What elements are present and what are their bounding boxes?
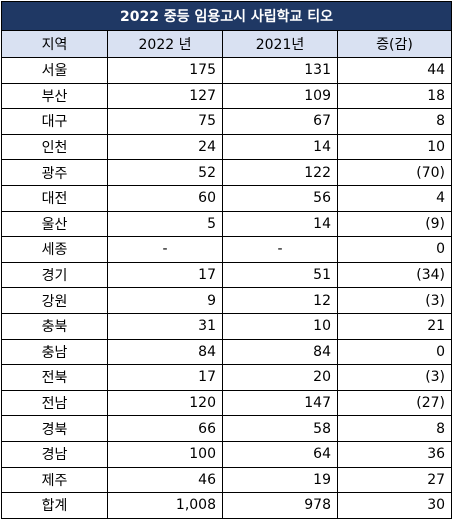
- cell-change: 0: [336, 338, 453, 366]
- cell-region: 합계: [1, 492, 108, 519]
- table-row: 부산 127 109 18: [1, 82, 453, 110]
- cell-change: (70): [336, 159, 453, 186]
- cell-region: 세종: [1, 236, 108, 263]
- cell-region: 서울: [1, 57, 108, 84]
- cell-2021: 19: [222, 466, 338, 494]
- cell-2021: 147: [222, 389, 338, 417]
- cell-change: (34): [336, 261, 453, 289]
- cell-change: (3): [336, 364, 453, 391]
- cell-2022: 17: [107, 261, 223, 289]
- cell-change: (27): [336, 389, 453, 417]
- cell-change: 10: [336, 133, 453, 161]
- cell-2022: 1,008: [107, 492, 223, 519]
- table-body: 서울 175 131 44 부산 127 109 18 대구 75 67 8 인천 24 14 10 광주 52 1…: [1, 57, 453, 519]
- table-row: 전북 17 20 (3): [1, 364, 453, 391]
- cell-change: 21: [336, 312, 453, 340]
- cell-2022: 52: [107, 159, 223, 186]
- cell-2022: 31: [107, 312, 223, 340]
- table-row: 경북 66 58 8: [1, 415, 453, 442]
- table-row: 대구 75 67 8: [1, 108, 453, 135]
- teacher-quota-table: 2022 중등 임용고시 사립학교 티오 지역 2022 년 2021년 증(감…: [0, 1, 453, 519]
- cell-change: (3): [336, 287, 453, 314]
- cell-2022: 75: [107, 108, 223, 135]
- cell-2022: 127: [107, 82, 223, 110]
- cell-2022: 46: [107, 466, 223, 494]
- cell-change: 36: [336, 440, 453, 468]
- table-row: 서울 175 131 44: [1, 57, 453, 84]
- cell-region: 강원: [1, 287, 108, 314]
- cell-2021: -: [222, 236, 338, 263]
- cell-2021: 131: [222, 57, 338, 84]
- cell-region: 전남: [1, 389, 108, 417]
- cell-region: 울산: [1, 210, 108, 238]
- cell-region: 인천: [1, 133, 108, 161]
- cell-2022: 120: [107, 389, 223, 417]
- table-row: 대전 60 56 4: [1, 184, 453, 212]
- cell-region: 경남: [1, 440, 108, 468]
- cell-2022: 66: [107, 415, 223, 442]
- table-row: 전남 120 147 (27): [1, 389, 453, 417]
- cell-2021: 14: [222, 133, 338, 161]
- cell-region: 제주: [1, 466, 108, 494]
- cell-2022: 17: [107, 364, 223, 391]
- cell-2021: 10: [222, 312, 338, 340]
- cell-2021: 12: [222, 287, 338, 314]
- header-2022: 2022 년: [107, 30, 223, 58]
- cell-2022: 5: [107, 210, 223, 238]
- cell-change: 8: [336, 415, 453, 442]
- cell-2022: 175: [107, 57, 223, 84]
- cell-change: 18: [336, 82, 453, 110]
- cell-2022: 9: [107, 287, 223, 314]
- cell-region: 충남: [1, 338, 108, 366]
- cell-change: 44: [336, 57, 453, 84]
- cell-change: (9): [336, 210, 453, 238]
- cell-2021: 64: [222, 440, 338, 468]
- cell-region: 전북: [1, 364, 108, 391]
- cell-region: 대구: [1, 108, 108, 135]
- cell-2021: 109: [222, 82, 338, 110]
- table-row: 경남 100 64 36: [1, 440, 453, 468]
- cell-2022: 84: [107, 338, 223, 366]
- cell-2022: 60: [107, 184, 223, 212]
- table-title: 2022 중등 임용고시 사립학교 티오: [0, 1, 453, 31]
- cell-region: 경기: [1, 261, 108, 289]
- table-row: 충북 31 10 21: [1, 312, 453, 340]
- table-row: 제주 46 19 27: [1, 466, 453, 494]
- table-row: 합계 1,008 978 30: [1, 492, 453, 519]
- cell-2022: -: [107, 236, 223, 263]
- table-row: 인천 24 14 10: [1, 133, 453, 161]
- table-row: 충남 84 84 0: [1, 338, 453, 366]
- cell-region: 광주: [1, 159, 108, 186]
- cell-region: 대전: [1, 184, 108, 212]
- cell-2021: 51: [222, 261, 338, 289]
- cell-2021: 84: [222, 338, 338, 366]
- cell-2021: 20: [222, 364, 338, 391]
- cell-change: 0: [336, 236, 453, 263]
- sheet-container: 2022 중등 임용고시 사립학교 티오 지역 2022 년 2021년 증(감…: [0, 1, 453, 519]
- cell-2022: 100: [107, 440, 223, 468]
- cell-2021: 978: [222, 492, 338, 519]
- table-row: 세종 - -0: [1, 236, 453, 263]
- cell-region: 충북: [1, 312, 108, 340]
- table-row: 광주 52 122 (70): [1, 159, 453, 186]
- header-2021: 2021년: [222, 30, 338, 58]
- cell-region: 부산: [1, 82, 108, 110]
- table-row: 울산 5 14 (9): [1, 210, 453, 238]
- cell-2021: 58: [222, 415, 338, 442]
- table-row: 경기 17 51 (34): [1, 261, 453, 289]
- cell-2022: 24: [107, 133, 223, 161]
- header-region: 지역: [1, 30, 108, 58]
- cell-2021: 67: [222, 108, 338, 135]
- cell-2021: 56: [222, 184, 338, 212]
- table-row: 강원 9 12 (3): [1, 287, 453, 314]
- cell-region: 경북: [1, 415, 108, 442]
- cell-change: 27: [336, 466, 453, 494]
- cell-2021: 14: [222, 210, 338, 238]
- cell-2021: 122: [222, 159, 338, 186]
- cell-change: 4: [336, 184, 453, 212]
- cell-change: 8: [336, 108, 453, 135]
- cell-change: 30: [336, 492, 453, 519]
- header-change: 증(감): [336, 30, 453, 58]
